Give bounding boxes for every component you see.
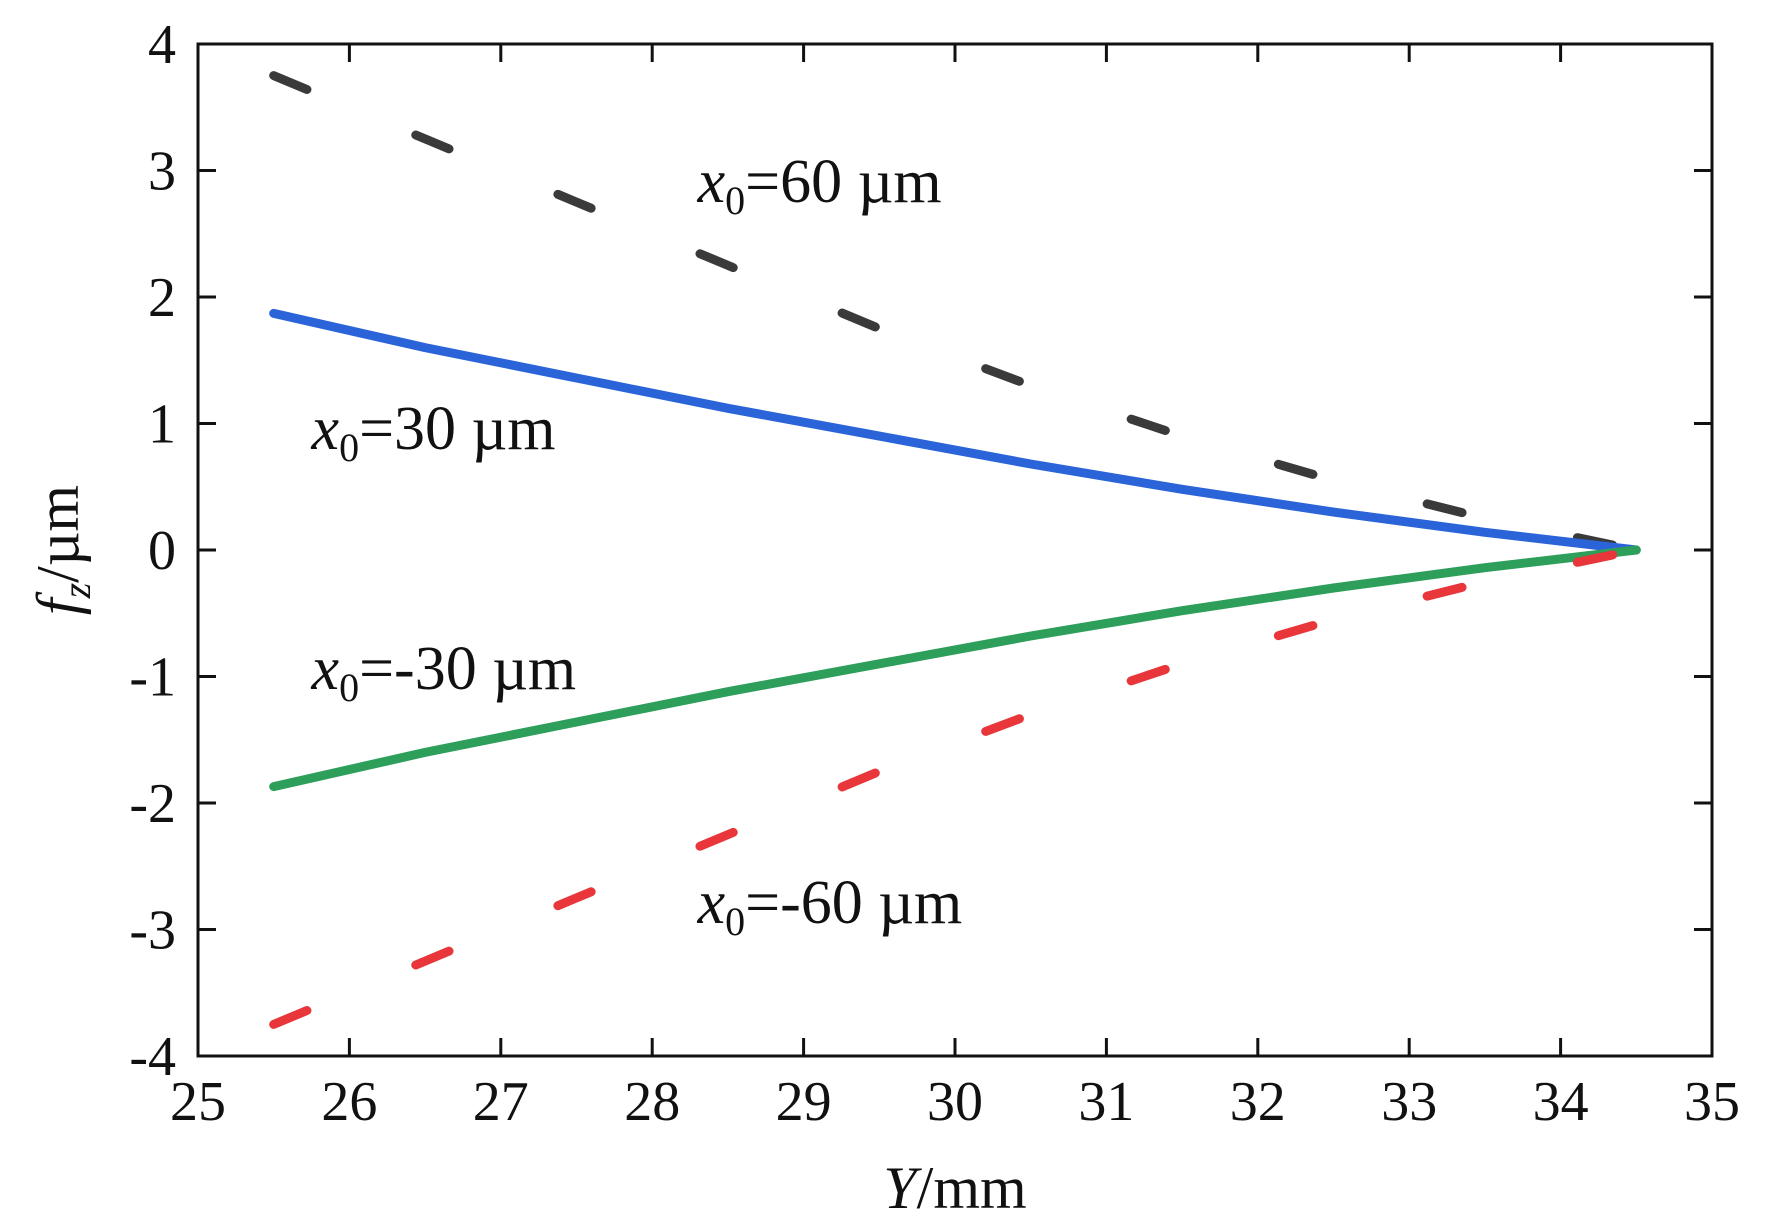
annotation-sub: 0 [725, 899, 745, 944]
annotation-text: =30 µm [359, 395, 555, 463]
y-tick-label: -3 [129, 900, 176, 962]
series-line-1 [269, 71, 1641, 555]
x-tick-label: 33 [1381, 1071, 1437, 1133]
x-tick-label: 35 [1684, 1071, 1740, 1133]
y-tick-label: 2 [148, 267, 176, 329]
annotation-var: x [311, 395, 340, 463]
x-axis-var: Y [883, 1155, 922, 1221]
x-axis-title: Y/mm [883, 1155, 1026, 1221]
y-axis-sub: z [54, 582, 99, 599]
labels-layer: 25 26 27 28 29 30 31 32 33 34 3543210-1-2-3-4Y/mmf… [25, 14, 1740, 1221]
x-tick-label: 27 [473, 1071, 529, 1133]
annotation-var: x [697, 148, 726, 216]
series-annotation-4: x0=-60 µm [697, 869, 963, 944]
series-annotation-1: x0=60 µm [697, 148, 942, 223]
y-tick-label: 4 [148, 14, 176, 76]
series-line-4 [269, 545, 1641, 1029]
annotation-text: =-60 µm [745, 869, 962, 937]
series-line-3 [269, 545, 1641, 792]
y-axis-title: fz/µm [25, 485, 99, 615]
annotation-text: =60 µm [745, 148, 941, 216]
x-axis-unit: /mm [917, 1155, 1027, 1221]
annotation-sub: 0 [725, 178, 745, 223]
y-tick-label: -4 [129, 1026, 176, 1088]
series-layer [269, 71, 1641, 1029]
y-tick-label: 0 [148, 520, 176, 582]
annotation-text: =-30 µm [359, 635, 576, 703]
annotation-sub: 0 [339, 425, 359, 470]
y-tick-label: 3 [148, 141, 176, 203]
x-tick-label: 29 [776, 1071, 832, 1133]
annotation-var: x [697, 869, 726, 937]
annotation-sub: 0 [339, 665, 359, 710]
series-annotation-2: x0=30 µm [311, 395, 556, 470]
ticks-layer [196, 42, 1714, 1058]
x-tick-label: 32 [1230, 1071, 1286, 1133]
annotation-var: x [311, 635, 340, 703]
y-tick-label: -1 [129, 647, 176, 709]
x-tick-label: 30 [927, 1071, 983, 1133]
series-line-2 [269, 308, 1641, 555]
x-tick-label: 34 [1533, 1071, 1589, 1133]
y-tick-label: -2 [129, 773, 176, 835]
x-tick-label: 28 [624, 1071, 680, 1133]
x-tick-label: 31 [1078, 1071, 1134, 1133]
x-tick-label: 26 [321, 1071, 377, 1133]
y-axis-unit: /µm [25, 485, 91, 583]
series-annotation-3: x0=-30 µm [311, 635, 577, 710]
y-tick-label: 1 [148, 394, 176, 456]
x-tick-label: 25 [170, 1071, 226, 1133]
